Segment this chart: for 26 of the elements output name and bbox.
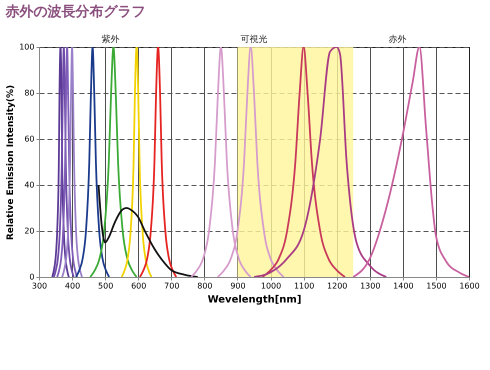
text: 可視光 [240,34,268,45]
chart-title: 赤外の波長分布グラフ [4,4,146,20]
x-tick-label: 700 [164,282,180,290]
y-tick-label: 80 [24,88,34,98]
x-tick-label: 400 [64,282,80,290]
x-tick-label: 300 [32,282,48,290]
y-tick-label: 0 [29,272,34,282]
x-tick-label: 1300 [360,282,380,290]
x-axis-title: Wevelength[nm] [208,294,302,306]
y-axis-title: Relative Emission Intensity(%) [6,84,16,240]
x-tick-label: 1600 [459,282,480,290]
x-tick-label: 600 [131,282,146,290]
x-tick-label: 1500 [426,282,447,290]
x-tick-label: 1400 [393,282,414,290]
x-tick-label: 1100 [294,282,314,290]
y-tick-label: 60 [24,134,34,144]
text: 紫外 [102,34,120,45]
y-tick-label: 100 [19,42,34,52]
x-tick-label: 800 [197,282,213,290]
y-tick-label: 40 [24,180,34,190]
x-tick-label: 500 [98,282,114,290]
x-tick-label: 1000 [260,282,282,290]
text: 赤外 [388,34,406,45]
x-tick-label: 1200 [327,282,348,290]
y-tick-label: 20 [24,226,34,236]
x-tick-label: 900 [230,282,246,290]
